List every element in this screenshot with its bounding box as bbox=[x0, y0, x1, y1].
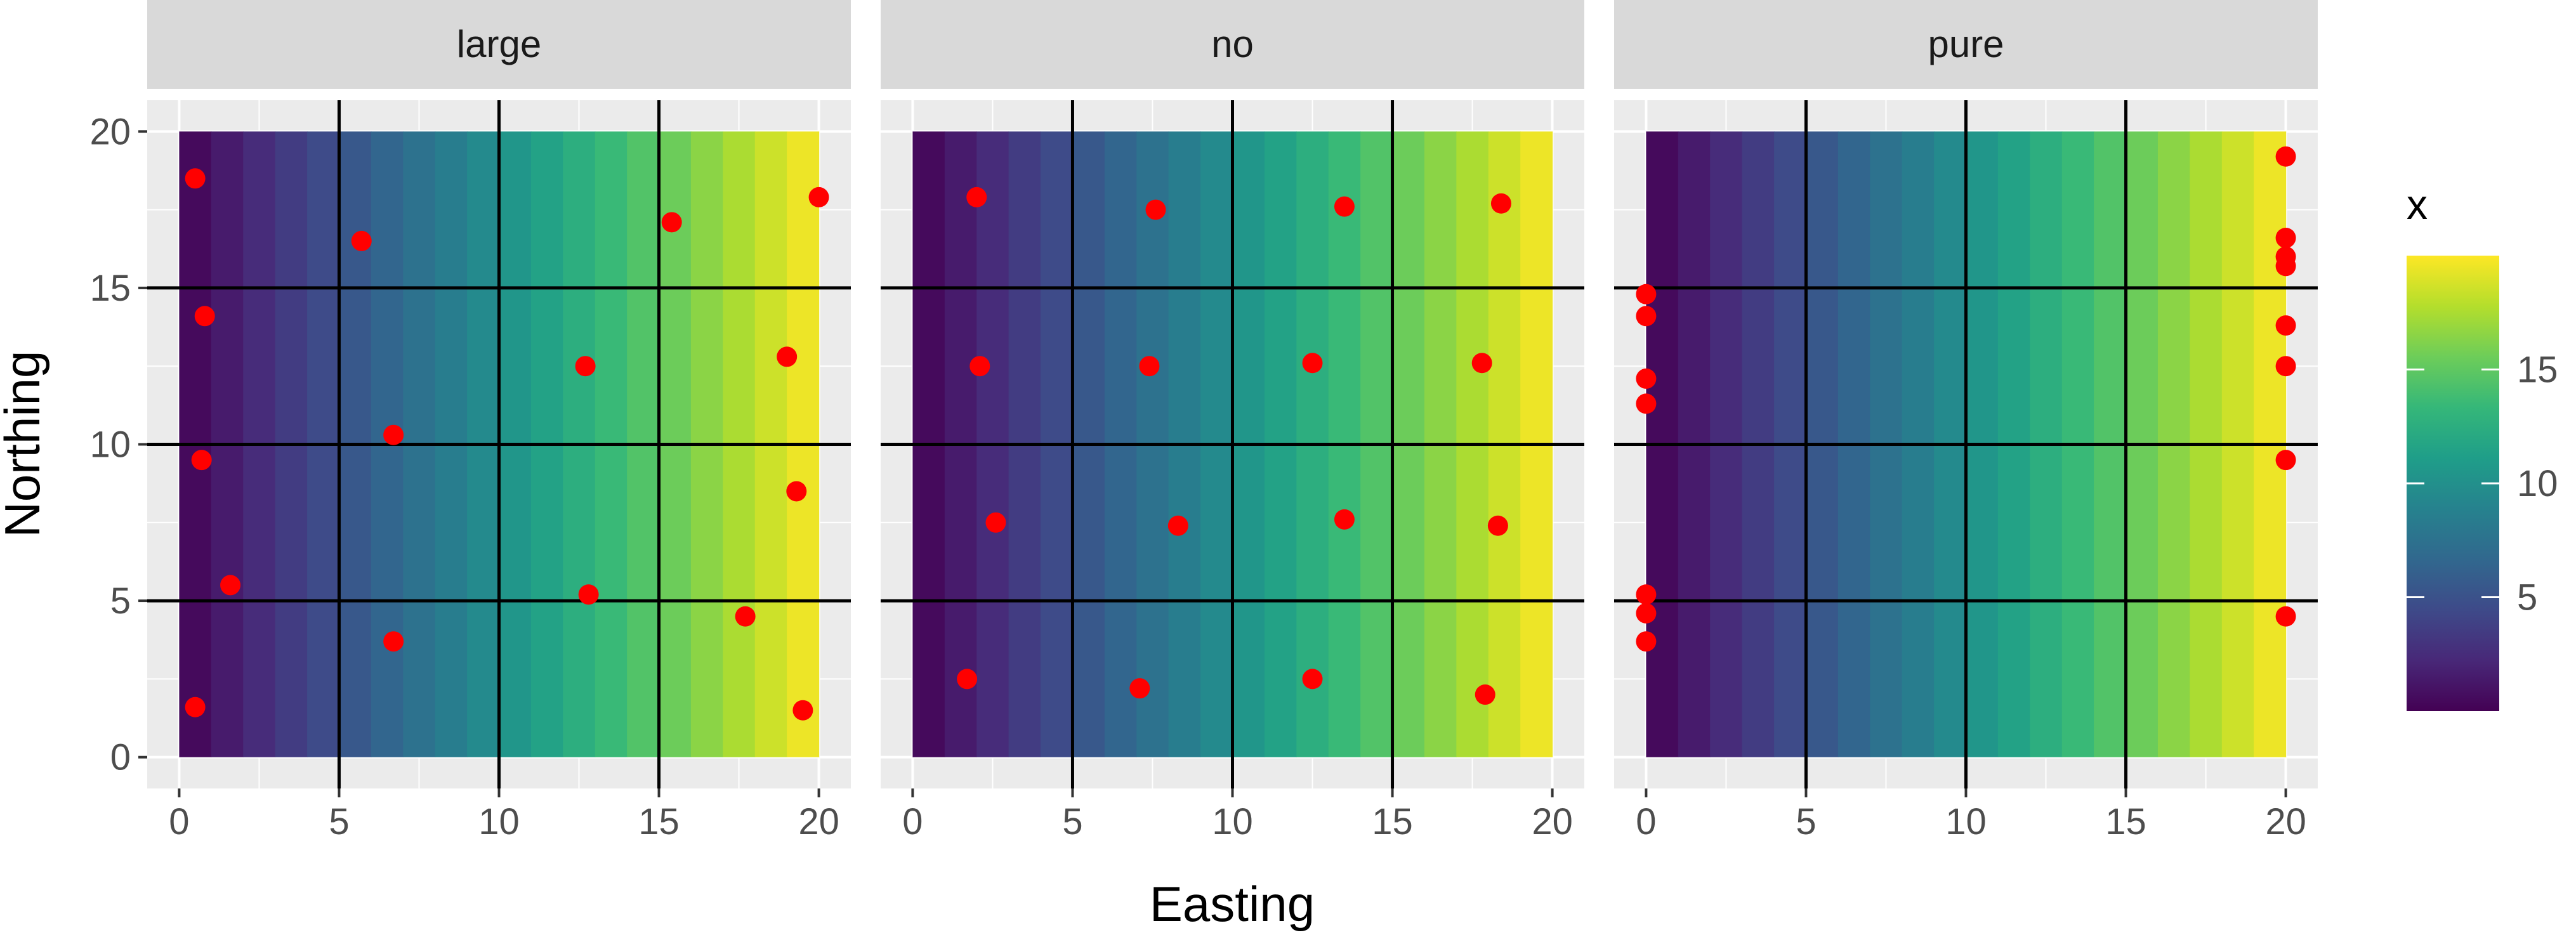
data-point bbox=[1490, 193, 1511, 214]
y-axis-title: Northing bbox=[0, 351, 50, 538]
y-axis: 0 5 10 15 20 bbox=[89, 111, 147, 778]
data-point bbox=[1636, 584, 1657, 605]
data-point bbox=[185, 168, 206, 189]
data-point bbox=[1334, 509, 1355, 530]
x-tick-label: 15 bbox=[1372, 801, 1413, 842]
data-point bbox=[1636, 368, 1657, 389]
data-point bbox=[2275, 356, 2296, 377]
data-point bbox=[1167, 515, 1188, 536]
data-point bbox=[220, 575, 241, 596]
data-point bbox=[1487, 515, 1508, 536]
data-point bbox=[1636, 603, 1657, 624]
data-point bbox=[1636, 284, 1657, 304]
facet-strip bbox=[147, 0, 851, 89]
data-point bbox=[383, 631, 404, 652]
data-point bbox=[1636, 631, 1657, 652]
data-point bbox=[985, 512, 1006, 533]
data-point bbox=[2275, 606, 2296, 627]
data-point bbox=[1636, 393, 1657, 414]
data-point bbox=[966, 186, 987, 207]
data-point bbox=[792, 700, 813, 721]
x-tick-label: 0 bbox=[169, 801, 189, 842]
y-tick-label: 0 bbox=[110, 737, 131, 778]
data-point bbox=[1475, 684, 1495, 705]
x-tick-label: 5 bbox=[329, 801, 349, 842]
facet-strip-label: no bbox=[1211, 23, 1254, 65]
data-point bbox=[2275, 315, 2296, 336]
x-tick-label: 5 bbox=[1062, 801, 1082, 842]
x-tick-label: 10 bbox=[1212, 801, 1253, 842]
x-tick-label: 20 bbox=[1532, 801, 1573, 842]
data-point bbox=[194, 306, 215, 327]
x-tick-label: 15 bbox=[638, 801, 680, 842]
data-point bbox=[1129, 678, 1150, 699]
data-point bbox=[1471, 353, 1492, 374]
data-point bbox=[1334, 196, 1355, 217]
facet-strip bbox=[881, 0, 1584, 89]
data-point bbox=[735, 606, 756, 627]
facet-strip-label: large bbox=[457, 23, 541, 65]
y-tick-label: 15 bbox=[89, 268, 131, 309]
data-point bbox=[2275, 146, 2296, 167]
data-point bbox=[1302, 353, 1323, 374]
legend-tick-label: 5 bbox=[2517, 577, 2537, 618]
x-axis-title: Easting bbox=[1150, 876, 1315, 932]
facet-panel: pure 0 5 10 15 20 bbox=[1614, 0, 2318, 842]
y-tick-label: 5 bbox=[110, 580, 131, 622]
data-point bbox=[575, 356, 596, 377]
x-tick-label: 0 bbox=[1636, 801, 1656, 842]
legend-title: x bbox=[2407, 181, 2428, 228]
x-tick-label: 10 bbox=[1945, 801, 1987, 842]
legend-tick-label: 10 bbox=[2517, 463, 2558, 504]
data-point bbox=[1302, 669, 1323, 690]
x-tick-label: 5 bbox=[1796, 801, 1816, 842]
x-tick-label: 0 bbox=[902, 801, 923, 842]
x-tick-label: 10 bbox=[478, 801, 520, 842]
x-tick-label: 20 bbox=[798, 801, 839, 842]
data-point bbox=[661, 212, 682, 233]
facet-strip bbox=[1614, 0, 2318, 89]
legend-tick-label: 15 bbox=[2517, 350, 2558, 391]
data-point bbox=[786, 481, 807, 502]
data-point bbox=[2275, 228, 2296, 248]
data-point bbox=[383, 424, 404, 445]
y-tick-label: 10 bbox=[89, 424, 131, 466]
data-point bbox=[351, 230, 372, 251]
data-point bbox=[1139, 356, 1160, 377]
x-tick-label: 15 bbox=[2105, 801, 2146, 842]
data-point bbox=[191, 450, 212, 471]
data-point bbox=[777, 346, 798, 367]
facet-panel: large 0 5 10 15 20 bbox=[147, 0, 851, 842]
data-point bbox=[969, 356, 990, 377]
data-point bbox=[808, 186, 829, 207]
data-point bbox=[957, 669, 978, 690]
data-point bbox=[185, 696, 206, 717]
y-tick-label: 20 bbox=[89, 111, 131, 152]
facet-panel: no 0 5 10 15 20 bbox=[881, 0, 1584, 842]
facet-strip-label: pure bbox=[1928, 23, 2004, 65]
data-point bbox=[1636, 306, 1657, 327]
data-point bbox=[578, 584, 599, 605]
data-point bbox=[1145, 199, 1166, 220]
color-legend: x 5 10 15 bbox=[2407, 181, 2558, 711]
facet-panels: large 0 5 10 15 20 no 0 5 10 15 20 pure 0 5 10 15 20 bbox=[147, 0, 2318, 842]
data-point bbox=[2275, 256, 2296, 277]
data-point bbox=[2275, 450, 2296, 471]
x-tick-label: 20 bbox=[2265, 801, 2306, 842]
